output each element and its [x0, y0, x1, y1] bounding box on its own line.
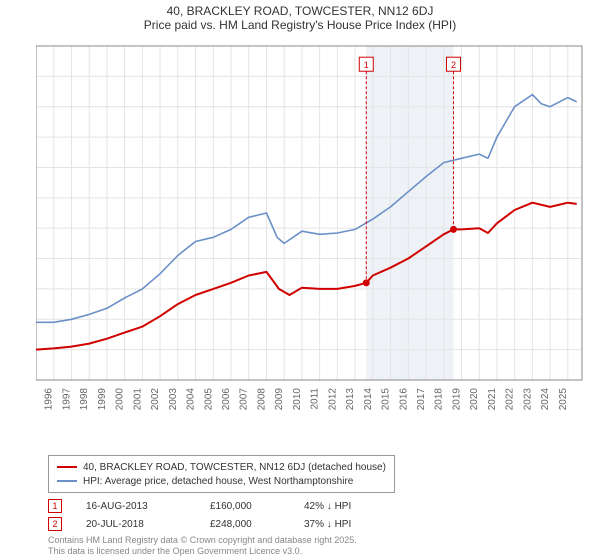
legend-row: 40, BRACKLEY ROAD, TOWCESTER, NN12 6DJ (… — [57, 460, 386, 474]
svg-text:1998: 1998 — [79, 388, 90, 411]
marker-price: £160,000 — [210, 501, 280, 512]
footer-line2: This data is licensed under the Open Gov… — [48, 546, 357, 557]
marker-diff: 37% ↓ HPI — [304, 519, 384, 530]
svg-text:2025: 2025 — [558, 388, 569, 411]
svg-text:2009: 2009 — [274, 388, 285, 411]
svg-text:2016: 2016 — [398, 388, 409, 411]
svg-text:2021: 2021 — [487, 388, 498, 411]
svg-text:2020: 2020 — [469, 388, 480, 411]
svg-text:2007: 2007 — [239, 388, 250, 411]
legend-swatch-hpi — [57, 480, 77, 482]
svg-text:2022: 2022 — [505, 388, 516, 411]
marker-diff: 42% ↓ HPI — [304, 501, 384, 512]
svg-text:2008: 2008 — [256, 388, 267, 411]
legend-label-hpi: HPI: Average price, detached house, West… — [83, 476, 353, 487]
marker-date: 20-JUL-2018 — [86, 519, 186, 530]
svg-text:1997: 1997 — [61, 388, 72, 411]
svg-text:2017: 2017 — [416, 388, 427, 411]
marker-row: 1 16-AUG-2013 £160,000 42% ↓ HPI — [48, 497, 384, 515]
legend-row: HPI: Average price, detached house, West… — [57, 474, 386, 488]
svg-text:2011: 2011 — [310, 388, 321, 410]
chart-title: 40, BRACKLEY ROAD, TOWCESTER, NN12 6DJ P… — [0, 0, 600, 32]
svg-text:2004: 2004 — [186, 388, 197, 411]
marker-badge-2: 2 — [48, 517, 62, 531]
chart-plot-area: £0£50K£100K£150K£200K£250K£300K£350K£400… — [36, 40, 590, 418]
svg-text:2015: 2015 — [381, 388, 392, 411]
legend-label-property: 40, BRACKLEY ROAD, TOWCESTER, NN12 6DJ (… — [83, 462, 386, 473]
svg-text:2014: 2014 — [363, 388, 374, 411]
footer-line1: Contains HM Land Registry data © Crown c… — [48, 535, 357, 546]
svg-text:2012: 2012 — [327, 388, 338, 411]
svg-text:2006: 2006 — [221, 388, 232, 411]
svg-text:2010: 2010 — [292, 388, 303, 411]
svg-text:2005: 2005 — [203, 388, 214, 411]
svg-text:1: 1 — [364, 60, 369, 70]
svg-text:2013: 2013 — [345, 388, 356, 411]
svg-text:1996: 1996 — [44, 388, 55, 411]
svg-text:2023: 2023 — [522, 388, 533, 411]
marker-row: 2 20-JUL-2018 £248,000 37% ↓ HPI — [48, 515, 384, 533]
svg-text:1999: 1999 — [97, 388, 108, 411]
footer-attribution: Contains HM Land Registry data © Crown c… — [48, 535, 357, 557]
title-address: 40, BRACKLEY ROAD, TOWCESTER, NN12 6DJ — [0, 4, 600, 18]
svg-text:2019: 2019 — [451, 388, 462, 411]
svg-text:2018: 2018 — [434, 388, 445, 411]
legend-swatch-property — [57, 466, 77, 469]
chart-svg: £0£50K£100K£150K£200K£250K£300K£350K£400… — [36, 40, 590, 418]
legend: 40, BRACKLEY ROAD, TOWCESTER, NN12 6DJ (… — [48, 455, 395, 493]
svg-text:2000: 2000 — [115, 388, 126, 411]
markers-table: 1 16-AUG-2013 £160,000 42% ↓ HPI 2 20-JU… — [48, 497, 384, 533]
svg-text:2002: 2002 — [150, 388, 161, 411]
marker-date: 16-AUG-2013 — [86, 501, 186, 512]
svg-text:2024: 2024 — [540, 388, 551, 411]
marker-badge-1: 1 — [48, 499, 62, 513]
marker-price: £248,000 — [210, 519, 280, 530]
svg-text:2: 2 — [451, 60, 456, 70]
svg-text:2003: 2003 — [168, 388, 179, 411]
svg-text:1995: 1995 — [36, 388, 37, 411]
title-subtitle: Price paid vs. HM Land Registry's House … — [0, 18, 600, 32]
svg-text:2001: 2001 — [132, 388, 143, 411]
chart-container: 40, BRACKLEY ROAD, TOWCESTER, NN12 6DJ P… — [0, 0, 600, 560]
